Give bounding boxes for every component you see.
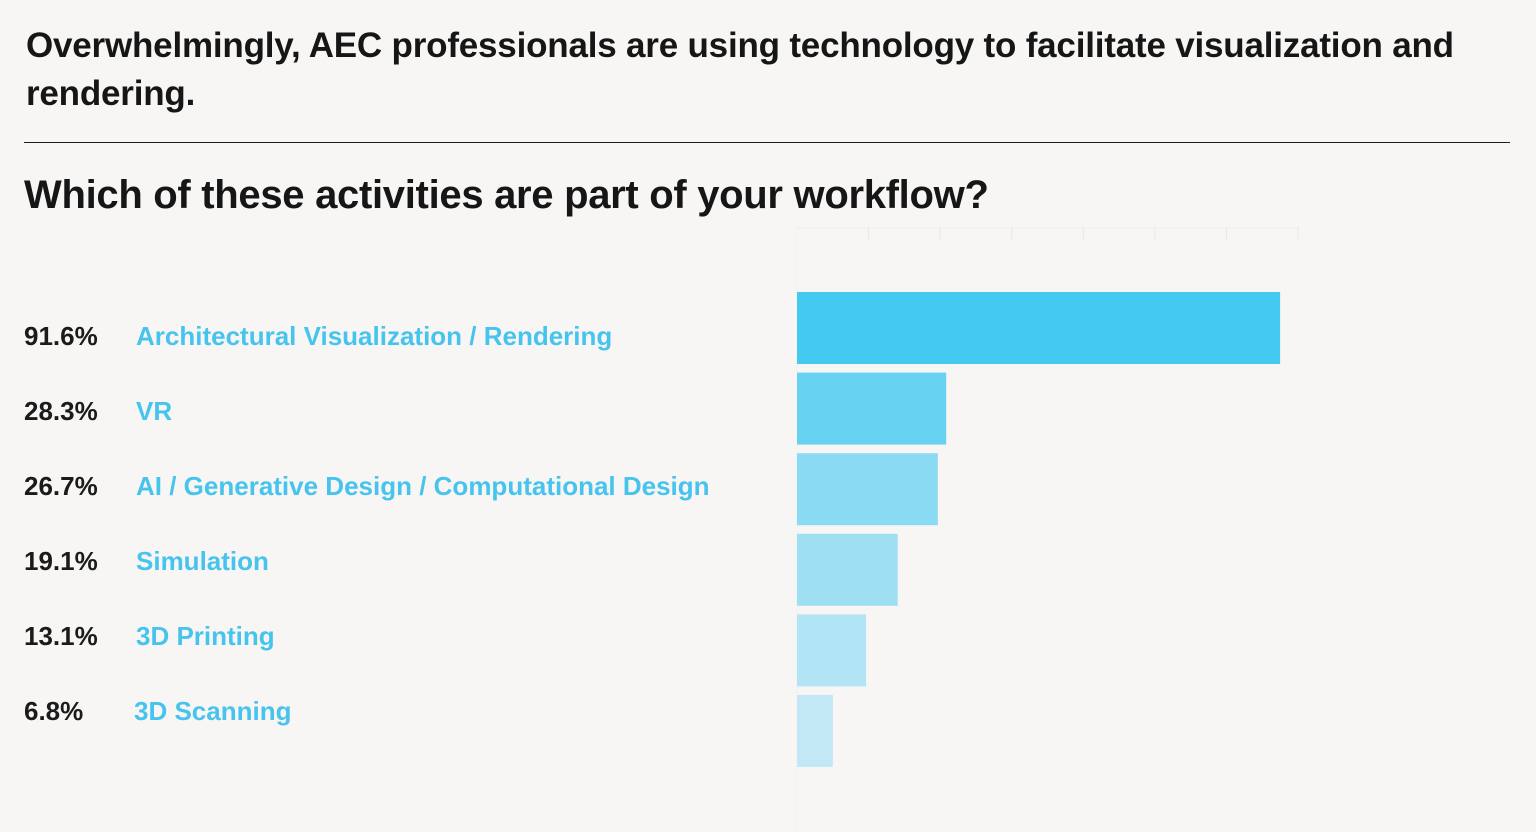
category-row: 26.7% AI / Generative Design / Computati… [24, 466, 710, 506]
category-label: VR [136, 395, 173, 426]
chart-question: Which of these activities are part of yo… [24, 173, 989, 217]
value-label: 6.8% [24, 695, 84, 726]
category-label: 3D Scanning [134, 695, 292, 726]
value-label: 26.7% [24, 470, 98, 501]
category-label: Simulation [136, 545, 269, 576]
bar [797, 614, 867, 687]
category-row: 91.6% Architectural Visualization / Rend… [24, 316, 612, 356]
bars [797, 292, 1281, 767]
category-row: 19.1% Simulation [24, 541, 269, 581]
bar [797, 372, 947, 445]
bar [797, 533, 898, 606]
category-row: 28.3% VR [24, 391, 172, 431]
divider [24, 142, 1510, 143]
category-label: 3D Printing [136, 620, 275, 651]
bar [797, 695, 833, 767]
headline: Overwhelmingly, AEC professionals are us… [26, 26, 1454, 113]
category-row: 6.8% 3D Scanning [24, 691, 291, 731]
bar [797, 453, 938, 526]
category-label: AI / Generative Design / Computational D… [136, 470, 710, 501]
category-label: Architectural Visualization / Rendering [136, 320, 613, 351]
value-label: 91.6% [24, 320, 98, 351]
value-label: 19.1% [24, 545, 98, 576]
category-row: 13.1% 3D Printing [24, 616, 275, 656]
bar [797, 292, 1281, 364]
value-label: 28.3% [24, 395, 98, 426]
value-label: 13.1% [24, 620, 98, 651]
